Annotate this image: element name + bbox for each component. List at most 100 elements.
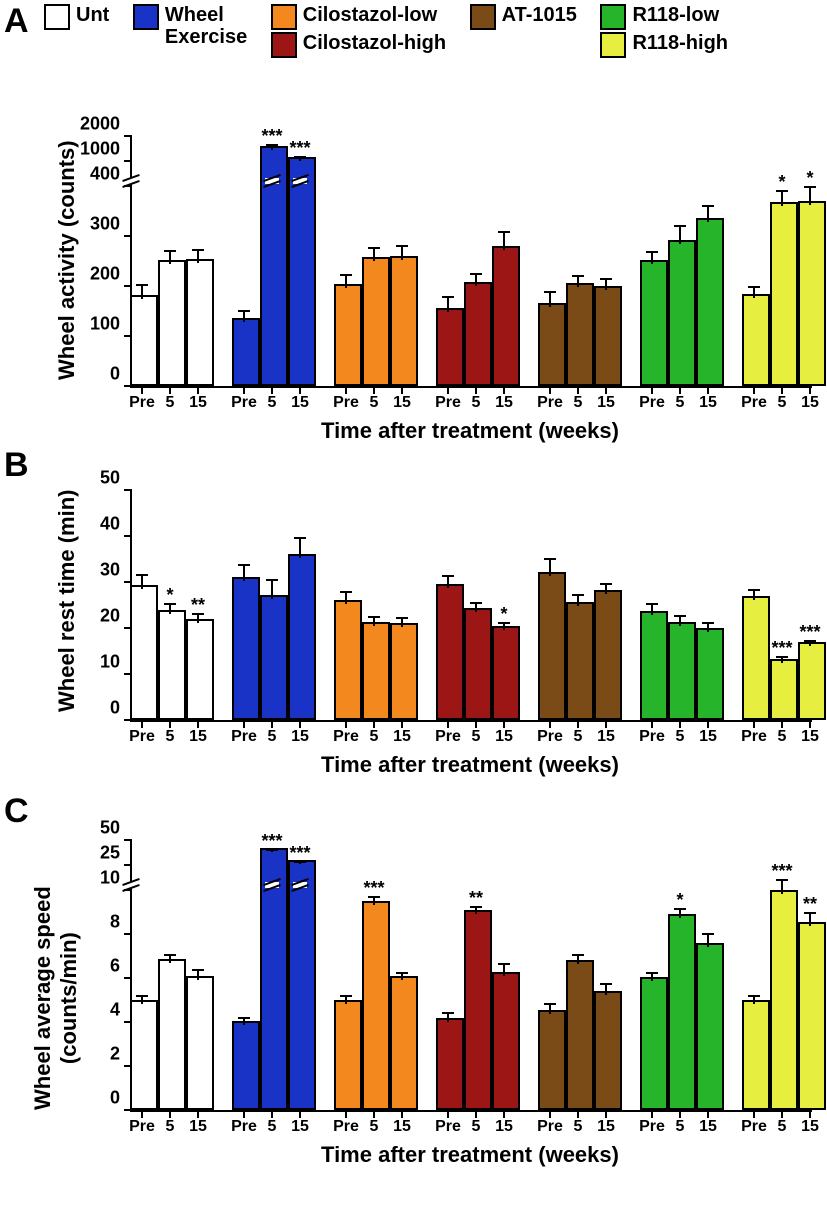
y-tick-label: 20: [100, 606, 120, 627]
x-tick: [781, 386, 783, 394]
plot-b: 01020304050***Pre515Pre515Pre515*Pre515P…: [130, 490, 812, 722]
error-cap: [646, 972, 658, 974]
error-cap: [266, 579, 278, 581]
x-tick-label: Pre: [639, 728, 665, 746]
significance-label: ***: [363, 882, 384, 894]
x-tick-label: 15: [699, 728, 717, 746]
x-tick: [373, 386, 375, 394]
significance-label: **: [803, 898, 817, 910]
bar: [232, 1021, 260, 1110]
x-tick: [345, 720, 347, 728]
x-tick-label: 15: [495, 728, 513, 746]
x-tick-label: Pre: [639, 394, 665, 412]
bar: [798, 642, 826, 720]
bar: [594, 991, 622, 1111]
y-tick: [124, 135, 132, 137]
x-tick-label: Pre: [333, 1118, 359, 1136]
error-bar: [401, 246, 403, 260]
error-bar: [243, 311, 245, 323]
bar: [464, 608, 492, 720]
error-cap: [470, 602, 482, 604]
error-bar: [475, 274, 477, 286]
x-tick-label: Pre: [741, 1118, 767, 1136]
error-cap: [646, 603, 658, 605]
y-tick-label: 0: [110, 698, 120, 719]
x-tick-label: 5: [676, 1118, 685, 1136]
y-tick-label: 2: [110, 1044, 120, 1065]
significance-label: ***: [261, 130, 282, 142]
bar: [334, 1000, 362, 1110]
x-tick-label: 15: [393, 1118, 411, 1136]
x-tick-label: 15: [699, 394, 717, 412]
y-tick-label: 4: [110, 1000, 120, 1021]
y-tick-label: 10: [100, 652, 120, 673]
x-tick: [679, 1110, 681, 1118]
error-cap: [674, 225, 686, 227]
x-tick: [577, 720, 579, 728]
x-tick-label: Pre: [231, 394, 257, 412]
significance-label: *: [806, 172, 813, 184]
error-cap: [702, 933, 714, 935]
y-tick-label: 0: [110, 1088, 120, 1109]
bar: [334, 600, 362, 720]
x-tick-label: 5: [778, 728, 787, 746]
panel-label-b: B: [4, 446, 29, 485]
legend-item-wheel: Wheel Exercise: [133, 4, 247, 48]
error-bar: [197, 970, 199, 980]
x-tick: [271, 720, 273, 728]
legend-label-r118-high: R118-high: [632, 32, 728, 54]
error-bar: [447, 1013, 449, 1022]
x-tick-label: Pre: [741, 394, 767, 412]
error-cap: [470, 273, 482, 275]
error-bar: [401, 618, 403, 627]
error-bar: [299, 538, 301, 558]
error-cap: [748, 995, 760, 997]
legend-swatch-r118-high: [600, 32, 626, 58]
x-tick: [401, 386, 403, 394]
significance-label: **: [191, 599, 205, 611]
x-tick-label: Pre: [435, 394, 461, 412]
y-tick-label: 300: [90, 214, 120, 235]
bar: [362, 622, 390, 720]
x-tick-label: 5: [574, 1118, 583, 1136]
x-tick: [345, 1110, 347, 1118]
plot-a: 010020030040010002000Pre515******Pre515P…: [130, 136, 812, 388]
error-cap: [294, 537, 306, 539]
bar: [798, 922, 826, 1110]
x-tick: [577, 1110, 579, 1118]
error-cap: [368, 616, 380, 618]
error-cap: [164, 954, 176, 956]
y-tick-label: 30: [100, 560, 120, 581]
y-tick-label: 8: [110, 912, 120, 933]
bar: [130, 1000, 158, 1110]
error-cap: [340, 274, 352, 276]
legend-item-r118-low: R118-low: [600, 4, 728, 30]
x-tick: [475, 720, 477, 728]
error-cap: [572, 594, 584, 596]
x-tick-label: Pre: [333, 728, 359, 746]
y-tick-label: 50: [100, 818, 120, 839]
x-tick: [345, 386, 347, 394]
error-bar: [549, 292, 551, 307]
legend-swatch-unt: [44, 4, 70, 30]
error-bar: [781, 191, 783, 206]
x-tick-label: Pre: [537, 1118, 563, 1136]
significance-label: ***: [799, 626, 820, 638]
error-bar: [401, 973, 403, 981]
bar: [668, 622, 696, 720]
bar: [798, 201, 826, 386]
bar: [334, 284, 362, 387]
x-tick-label: 15: [291, 1118, 309, 1136]
panel-label-a: A: [4, 2, 29, 41]
error-cap: [600, 983, 612, 985]
error-bar: [141, 996, 143, 1005]
error-cap: [340, 995, 352, 997]
x-tick: [605, 1110, 607, 1118]
x-tick-label: 5: [268, 394, 277, 412]
bar: [668, 240, 696, 386]
x-tick-label: 5: [472, 1118, 481, 1136]
error-cap: [396, 617, 408, 619]
error-bar: [197, 614, 199, 623]
error-cap: [442, 575, 454, 577]
x-tick: [549, 720, 551, 728]
